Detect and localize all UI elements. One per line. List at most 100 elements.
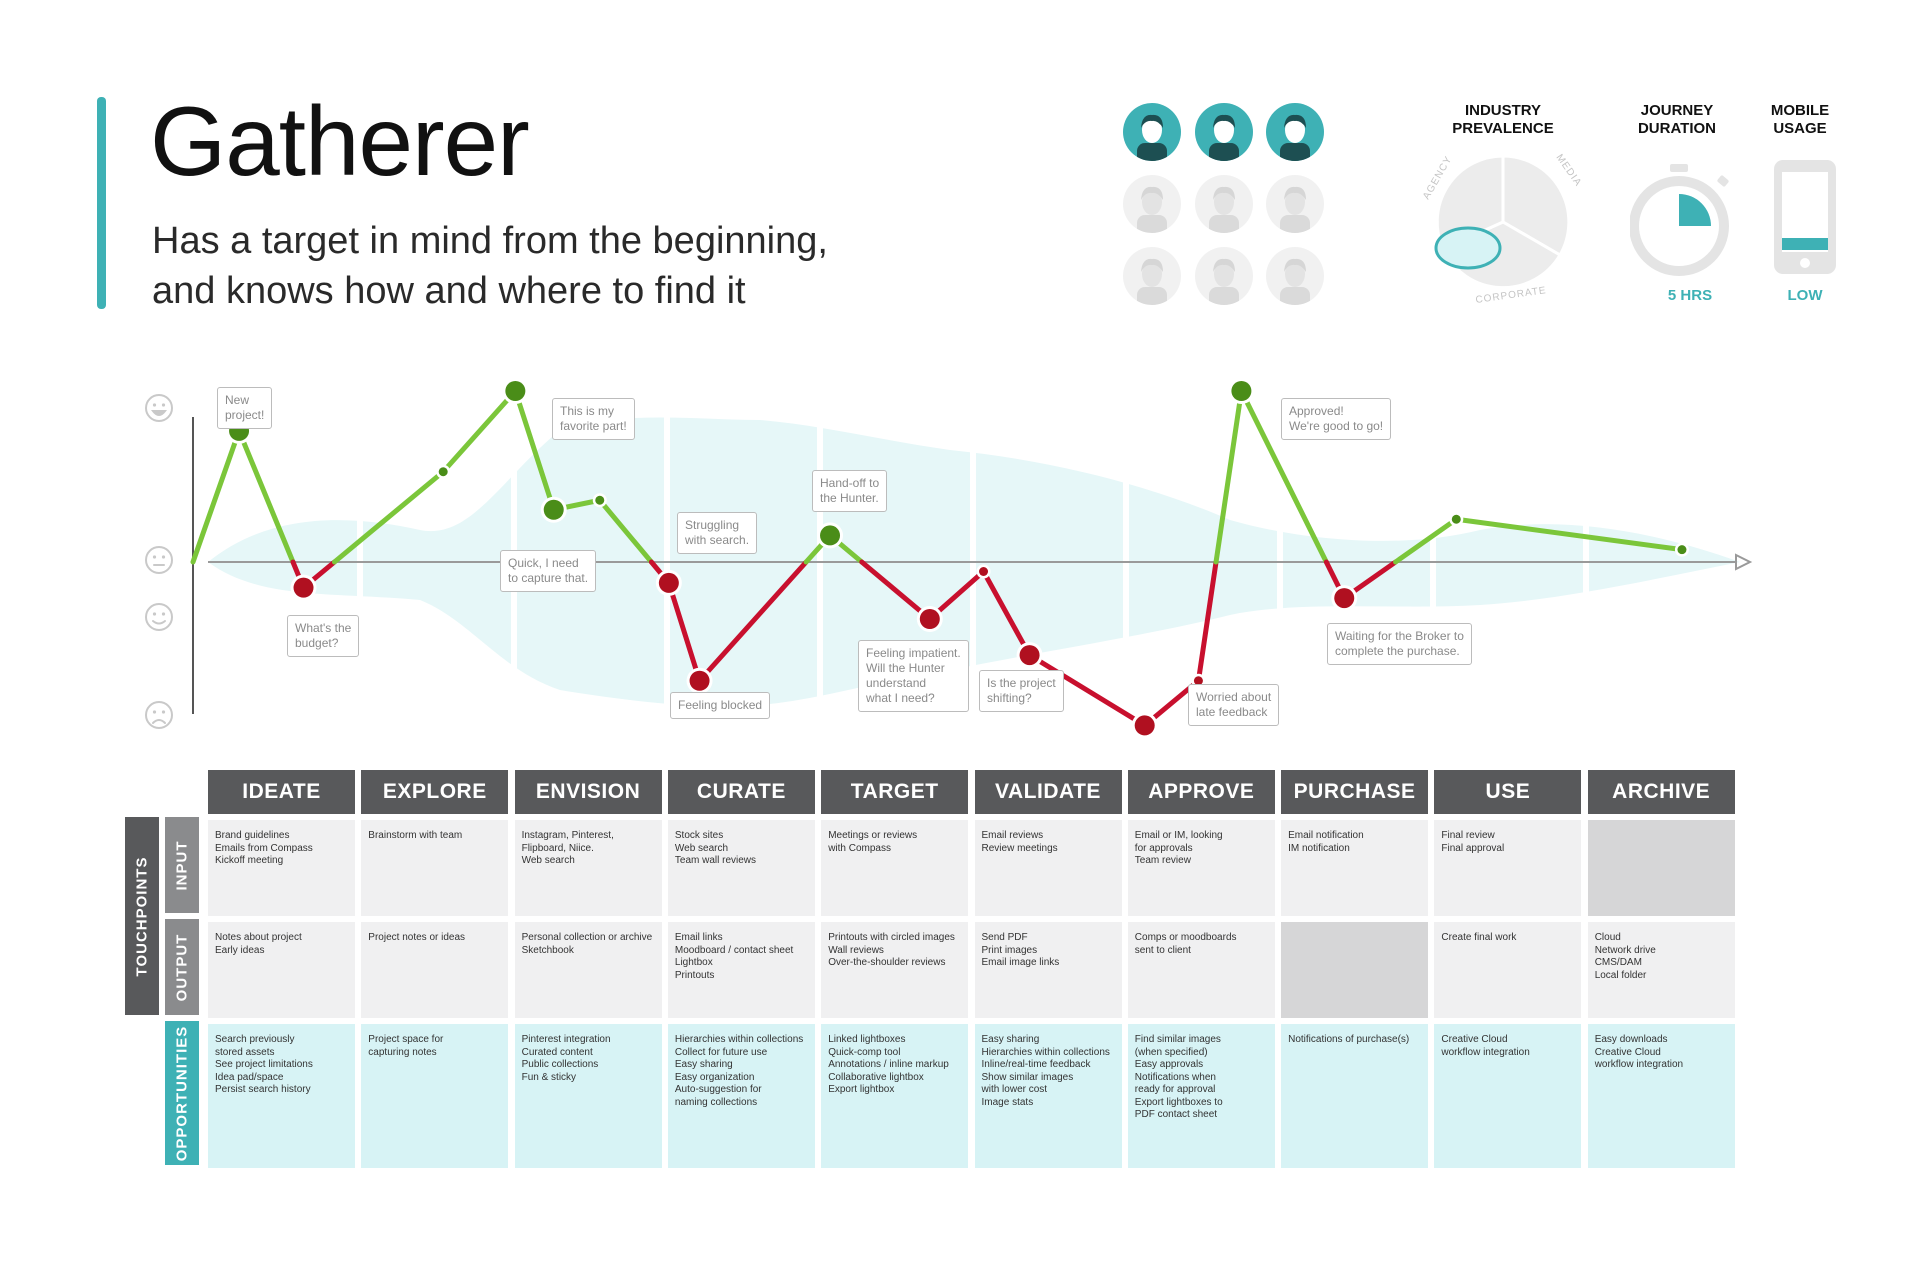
- use-opportunities-cell: Creative Cloud workflow integration: [1434, 1024, 1582, 1168]
- journey-point: [919, 609, 940, 629]
- approve-input-cell: Email or IM, looking for approvals Team …: [1127, 820, 1275, 916]
- persona-subtitle-line2: and knows how and where to find it: [152, 270, 746, 312]
- journey-segment: [666, 580, 703, 684]
- validate-input-cell: Email reviews Review meetings: [974, 820, 1122, 916]
- row-label-output: OUTPUT: [165, 919, 199, 1015]
- callout-11: Approved! We're good to go!: [1281, 398, 1392, 440]
- avatar-woman-blonde: [1266, 247, 1324, 305]
- journey-point: [1677, 545, 1687, 555]
- journey-duration-value: 5 HRS: [1667, 287, 1713, 304]
- avatar-woman-glasses: [1195, 103, 1253, 161]
- stopwatch-icon: [1630, 164, 1729, 276]
- callout-3: This is my favorite part!: [552, 398, 635, 440]
- journey-point: [689, 670, 710, 691]
- stage-header-envision: ENVISION: [514, 770, 662, 814]
- avatar-woman-curly: [1123, 175, 1181, 233]
- stage-header-approve: APPROVE: [1127, 770, 1275, 814]
- callout-2: What's the budget?: [287, 615, 360, 657]
- journey-point: [595, 495, 605, 505]
- envision-output-cell: Personal collection or archive Sketchboo…: [514, 922, 662, 1018]
- stage-header-use: USE: [1434, 770, 1582, 814]
- avatar-woman-red: [1266, 175, 1324, 233]
- use-input-cell: Final review Final approval: [1434, 820, 1582, 916]
- explore-output-cell: Project notes or ideas: [361, 922, 509, 1018]
- callout-8: Feeling impatient. Will the Hunter under…: [858, 640, 969, 712]
- journey-point: [1334, 588, 1355, 609]
- journey-duration-label: JOURNEY DURATION: [1637, 102, 1717, 137]
- purchase-input-cell: Email notification IM notification: [1281, 820, 1429, 916]
- validate-output-cell: Send PDF Print images Email image links: [974, 922, 1122, 1018]
- stage-header-validate: VALIDATE: [974, 770, 1122, 814]
- stage-header-curate: CURATE: [667, 770, 815, 814]
- journey-point: [505, 381, 526, 401]
- stage-header-archive: ARCHIVE: [1587, 770, 1735, 814]
- journey-point: [1134, 715, 1155, 736]
- emotional-journey-chart: [145, 378, 1753, 739]
- mobile-usage-fill: [1782, 238, 1828, 250]
- mobile-usage-label: MOBILE USAGE: [1770, 102, 1830, 137]
- explore-input-cell: Brainstorm with team: [361, 820, 509, 916]
- explore-opportunities-cell: Project space for capturing notes: [361, 1024, 509, 1168]
- pie-slice-agency: [1435, 154, 1505, 251]
- journey-point: [1019, 645, 1040, 666]
- journey-point: [820, 525, 841, 546]
- callout-10: Worried about late feedback: [1188, 684, 1280, 726]
- emotion-happy-icon: [145, 394, 173, 422]
- avatar-man-glasses: [1123, 103, 1181, 161]
- avatar-woman-short: [1123, 247, 1181, 305]
- row-label-touchpoints: TOUCHPOINTS: [125, 817, 159, 1015]
- journey-segment: [1393, 516, 1459, 565]
- validate-opportunities-cell: Easy sharing Hierarchies within collecti…: [974, 1024, 1122, 1168]
- target-input-cell: Meetings or reviews with Compass: [821, 820, 969, 916]
- callout-6: Feeling blocked: [670, 692, 771, 719]
- stage-header-ideate: IDEATE: [208, 770, 355, 814]
- emotion-neutral-icon: [145, 546, 173, 574]
- archive-output-cell: Cloud Network drive CMS/DAM Local folder: [1587, 922, 1735, 1018]
- archive-opportunities-cell: Easy downloads Creative Cloud workflow i…: [1587, 1024, 1735, 1168]
- stage-header-explore: EXPLORE: [361, 770, 509, 814]
- stage-header-target: TARGET: [821, 770, 969, 814]
- avatar-man-gray: [1195, 175, 1253, 233]
- pie-highlight: [1434, 226, 1502, 270]
- journey-point: [1231, 381, 1252, 401]
- journey-segment: [190, 428, 242, 565]
- journey-segment: [236, 428, 296, 565]
- stage-header-purchase: PURCHASE: [1281, 770, 1429, 814]
- journey-point: [438, 467, 448, 477]
- curate-output-cell: Email links Moodboard / contact sheet Li…: [667, 922, 815, 1018]
- emotion-sad-icon: [145, 701, 173, 729]
- avatar-man-beard: [1266, 103, 1324, 161]
- ideate-output-cell: Notes about project Early ideas: [208, 922, 355, 1018]
- callout-4: Quick, I need to capture that.: [500, 550, 597, 592]
- journey-point: [543, 499, 564, 520]
- journey-segment: [1453, 516, 1685, 553]
- callout-5: Struggling with search.: [677, 512, 758, 554]
- journey-segment: [981, 569, 1033, 658]
- row-label-opportunities: OPPORTUNITIES: [165, 1021, 199, 1165]
- industry-pie-chart: AGENCY MEDIA CORPORATE: [1421, 152, 1584, 306]
- callout-7: Hand-off to the Hunter.: [812, 470, 888, 512]
- mobile-phone-icon: [1774, 160, 1836, 274]
- approve-output-cell: Comps or moodboards sent to client: [1127, 922, 1275, 1018]
- envision-opportunities-cell: Pinterest integration Curated content Pu…: [514, 1024, 662, 1168]
- duration-fill: [1679, 194, 1711, 226]
- journey-segment: [512, 388, 557, 513]
- journey-segment: [859, 559, 933, 622]
- journey-point: [979, 567, 989, 576]
- journey-point: [293, 577, 314, 598]
- ideate-input-cell: Brand guidelines Emails from Compass Kic…: [208, 820, 355, 916]
- emotion-scale: [145, 394, 173, 729]
- journey-point: [1451, 514, 1461, 524]
- journey-segment: [440, 388, 518, 475]
- journey-segment: [1213, 388, 1244, 565]
- journey-segment: [1238, 388, 1329, 565]
- journey-segment: [1027, 652, 1148, 728]
- curate-opportunities-cell: Hierarchies within collections Collect f…: [667, 1024, 815, 1168]
- journey-segment: [1195, 559, 1219, 684]
- mobile-usage-value: LOW: [1787, 287, 1823, 304]
- envision-input-cell: Instagram, Pinterest, Flipboard, Niice. …: [514, 820, 662, 916]
- journey-segment: [697, 559, 809, 684]
- callout-12: Waiting for the Broker to complete the p…: [1327, 623, 1472, 665]
- emotion-smile-icon: [145, 603, 173, 631]
- curate-input-cell: Stock sites Web search Team wall reviews: [667, 820, 815, 916]
